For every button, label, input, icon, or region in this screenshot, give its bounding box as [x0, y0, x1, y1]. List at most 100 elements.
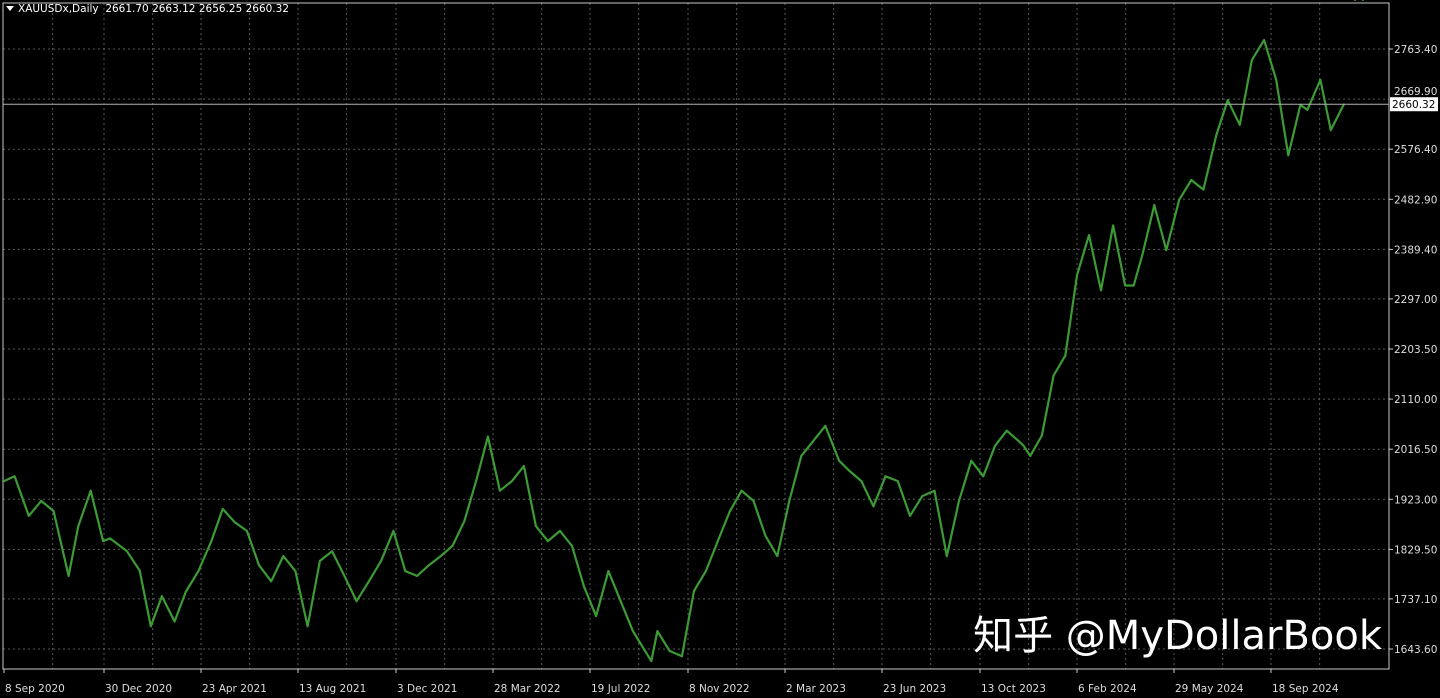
data-point	[1017, 439, 1020, 442]
data-point	[380, 559, 383, 562]
data-point	[1141, 254, 1144, 257]
price-series-line	[3, 38, 1345, 663]
data-point	[306, 625, 309, 628]
data-point	[184, 590, 187, 593]
data-point	[343, 574, 346, 577]
data-point	[860, 480, 863, 483]
data-point	[909, 514, 911, 517]
x-tick-label: 13 Aug 2021	[299, 683, 366, 695]
data-point	[680, 655, 683, 658]
data-point	[740, 489, 743, 492]
x-tick-label: 19 Jul 2022	[591, 683, 650, 695]
current-price-box	[1390, 97, 1438, 112]
data-point	[355, 600, 358, 603]
data-point	[245, 529, 248, 532]
current-price-label: 2660.32	[1392, 99, 1435, 111]
data-point	[439, 555, 442, 558]
data-point	[510, 480, 513, 483]
data-point	[838, 459, 841, 462]
data-point	[318, 559, 321, 562]
dropdown-triangle-icon[interactable]	[6, 6, 14, 11]
x-tick-label: 23 Jun 2023	[883, 683, 946, 695]
data-point	[210, 540, 213, 543]
data-point	[498, 489, 501, 492]
data-point	[1132, 284, 1135, 287]
data-point	[108, 537, 111, 540]
data-point	[619, 600, 622, 603]
data-point	[1076, 274, 1078, 277]
data-point	[13, 475, 16, 478]
data-point	[668, 649, 671, 652]
data-point	[1005, 429, 1008, 432]
y-tick-label: 2576.40	[1394, 144, 1437, 156]
x-tick-label: 13 Oct 2023	[981, 683, 1046, 695]
data-point	[933, 489, 936, 492]
data-point	[1287, 154, 1290, 157]
data-point	[704, 570, 707, 573]
data-point	[1329, 129, 1332, 132]
data-point	[1306, 108, 1309, 111]
data-point	[692, 589, 695, 592]
data-point	[994, 444, 997, 447]
chart-frame	[2, 2, 1390, 670]
data-point	[404, 570, 407, 573]
data-point	[1088, 234, 1091, 237]
data-point	[294, 570, 297, 573]
y-tick-label: 2763.40	[1394, 44, 1437, 56]
data-point	[788, 499, 791, 502]
data-point	[52, 510, 55, 513]
data-point	[367, 580, 370, 583]
symbol-label: XAUUSDx,Daily	[18, 3, 99, 15]
data-point	[1064, 354, 1067, 357]
data-point	[1112, 224, 1115, 227]
data-point	[872, 505, 875, 508]
data-point	[728, 510, 731, 513]
x-tick-label: 2 Mar 2023	[786, 683, 846, 695]
data-point	[486, 435, 489, 438]
data-point	[475, 480, 478, 483]
data-point	[1190, 178, 1193, 181]
data-point	[463, 520, 466, 523]
data-point	[1052, 374, 1055, 377]
data-point	[1361, 0, 1364, 1]
data-point	[595, 615, 598, 618]
data-point	[40, 499, 43, 502]
data-point	[656, 630, 659, 633]
y-tick-label: 2297.00	[1394, 294, 1437, 306]
data-point	[270, 580, 273, 583]
data-point	[534, 525, 537, 528]
data-point	[824, 424, 827, 427]
data-point	[776, 555, 779, 558]
data-point	[1263, 39, 1266, 42]
x-tick-label: 18 Sep 2024	[1272, 683, 1339, 695]
data-point	[631, 630, 634, 633]
data-point	[1319, 78, 1322, 81]
x-tick-label: 3 Dec 2021	[397, 683, 457, 695]
data-point	[1250, 58, 1253, 61]
x-tick-label: 29 May 2024	[1175, 683, 1244, 695]
data-point	[884, 475, 887, 478]
data-point	[958, 499, 960, 502]
data-point	[896, 480, 899, 483]
data-point	[716, 540, 719, 543]
y-tick-label: 2203.50	[1394, 344, 1437, 356]
data-point	[1178, 198, 1181, 201]
data-point	[752, 499, 755, 502]
y-tick-label: 1643.60	[1394, 644, 1437, 656]
data-point	[582, 585, 585, 588]
data-point	[812, 439, 815, 442]
data-point	[138, 569, 141, 572]
y-tick-label: 1923.00	[1394, 494, 1437, 506]
data-point	[970, 459, 973, 462]
data-point	[1029, 454, 1032, 457]
data-point	[650, 660, 653, 663]
data-point	[921, 495, 924, 498]
data-point	[89, 489, 92, 492]
data-point	[1202, 188, 1205, 191]
y-tick-label: 2669.90	[1394, 86, 1437, 98]
data-point	[197, 570, 200, 573]
x-tick-label: 28 Mar 2022	[494, 683, 561, 695]
chart-header: XAUUSDx,Daily 2661.70 2663.12 2656.25 26…	[6, 3, 289, 15]
data-point	[570, 544, 573, 547]
